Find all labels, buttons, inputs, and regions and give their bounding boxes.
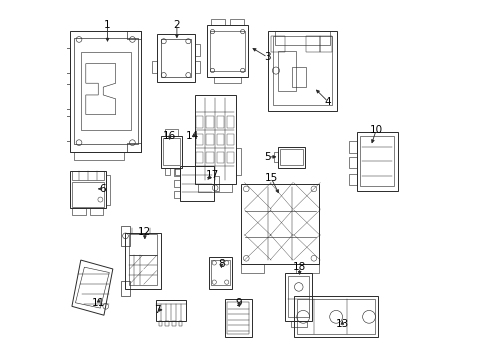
Text: 14: 14 <box>186 131 199 140</box>
Text: 4: 4 <box>324 97 331 107</box>
Text: 17: 17 <box>205 170 219 180</box>
Text: 2: 2 <box>173 20 180 30</box>
Text: 16: 16 <box>163 131 176 140</box>
Text: 18: 18 <box>292 262 305 272</box>
Text: 15: 15 <box>264 173 277 183</box>
Text: 1: 1 <box>104 20 111 30</box>
Text: 3: 3 <box>264 52 270 62</box>
Text: 9: 9 <box>235 298 242 308</box>
Text: 12: 12 <box>138 226 151 237</box>
Text: 6: 6 <box>99 184 105 194</box>
Text: 8: 8 <box>218 258 224 269</box>
Text: 11: 11 <box>92 298 105 308</box>
Text: 7: 7 <box>154 305 160 315</box>
Text: 13: 13 <box>335 319 348 329</box>
Text: 5: 5 <box>264 152 270 162</box>
Text: 10: 10 <box>369 125 382 135</box>
